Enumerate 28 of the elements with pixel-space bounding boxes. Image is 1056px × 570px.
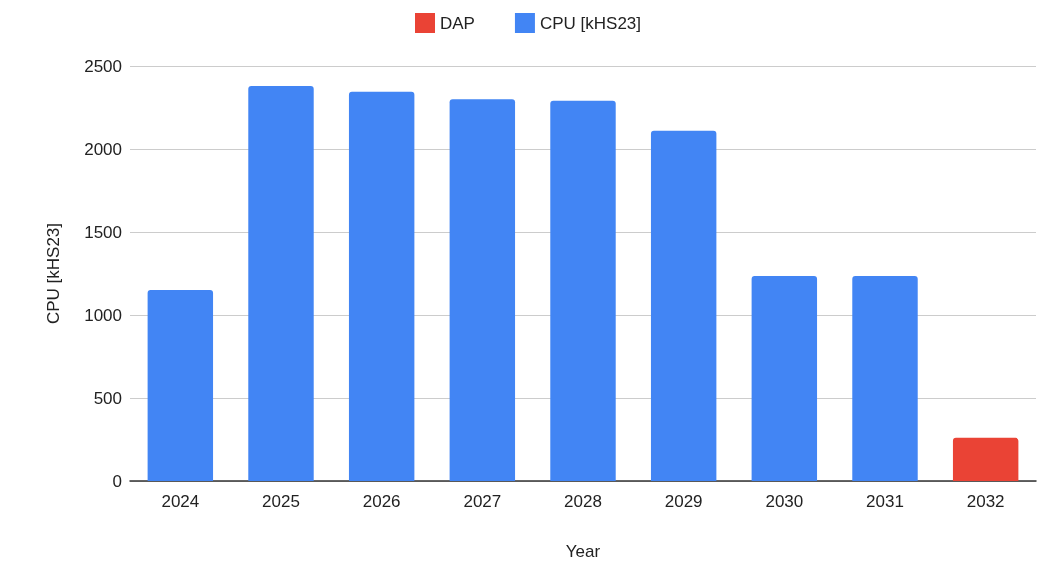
x-tick-label: 2029: [664, 492, 703, 511]
x-axis-title: Year: [565, 542, 601, 561]
y-tick-label: 2000: [84, 139, 122, 159]
legend-label: DAP: [439, 13, 475, 33]
y-tick-label: 500: [93, 388, 122, 408]
x-tick-label: 2028: [564, 492, 602, 511]
y-tick-label: 0: [112, 471, 122, 491]
bar: [348, 91, 415, 481]
x-tick-label: 2032: [966, 492, 1005, 511]
bar: [650, 130, 717, 481]
y-tick-label: 1500: [84, 222, 122, 242]
x-tick-label: 2030: [765, 492, 804, 511]
bar: [852, 275, 918, 481]
y-axis-title: CPU [kHS23]: [44, 222, 63, 325]
y-tick-label: 1000: [84, 305, 122, 325]
x-tick-label: 2024: [161, 492, 200, 511]
x-tick-label: 2025: [262, 492, 300, 511]
bar: [952, 437, 1019, 481]
bar: [751, 275, 818, 481]
x-tick-label: 2027: [463, 492, 502, 511]
bar: [147, 290, 214, 481]
x-tick-label: 2031: [866, 492, 904, 511]
bar: [248, 85, 314, 481]
bar: [550, 100, 616, 481]
x-tick-label: 2026: [362, 492, 401, 511]
legend-label: CPU [kHS23]: [539, 13, 642, 33]
y-tick-label: 2500: [84, 56, 122, 76]
bar: [449, 99, 516, 481]
